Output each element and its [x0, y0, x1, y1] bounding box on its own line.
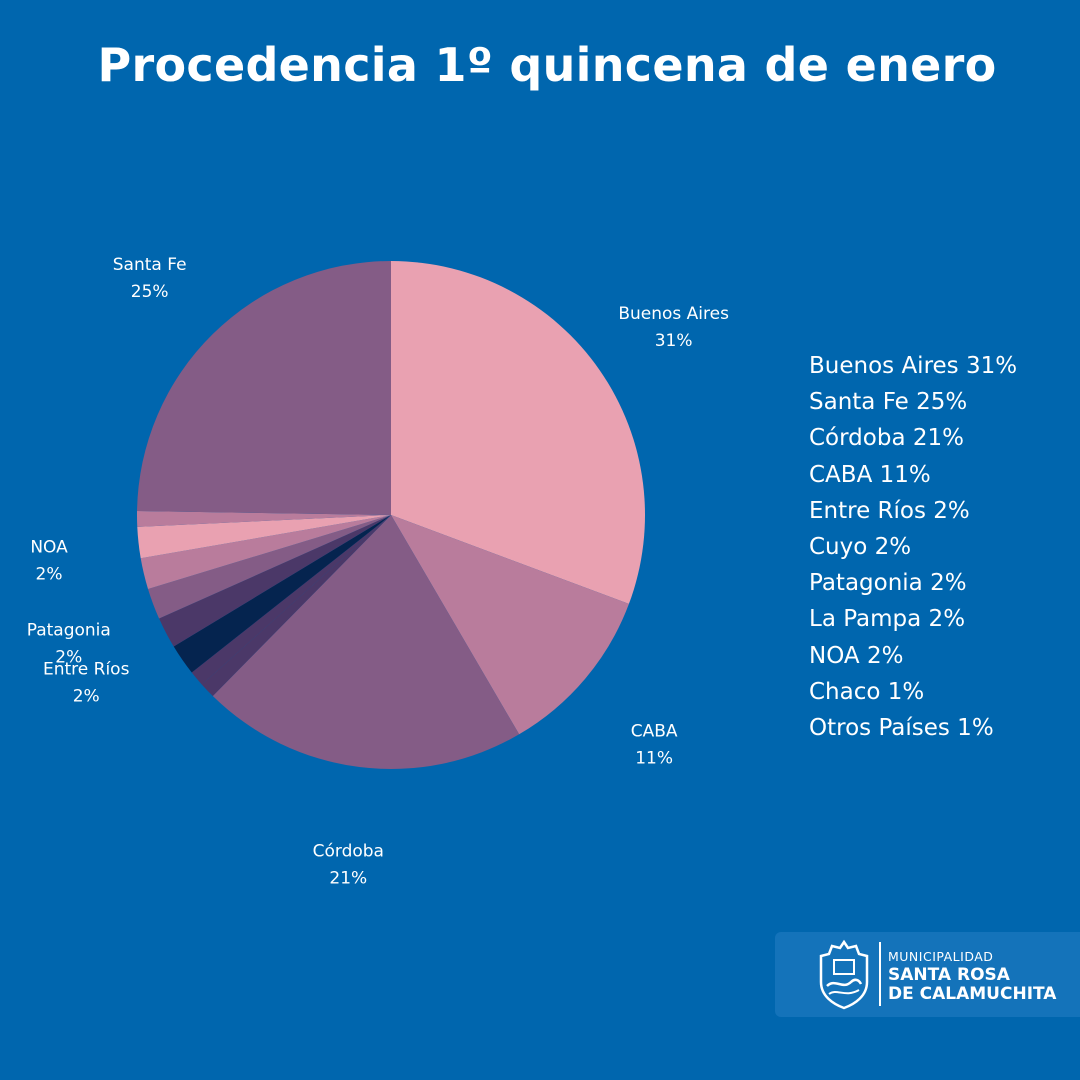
slice-label-name-noa: NOA: [30, 537, 68, 557]
legend-entry: Otros Países 1%: [809, 715, 994, 742]
coat-of-arms-icon: [819, 939, 869, 1010]
slice-label-value-entre-rios: 2%: [73, 687, 100, 707]
municipality-logo: MUNICIPALIDAD SANTA ROSA DE CALAMUCHITA: [775, 932, 1080, 1017]
slice-label-value-buenos-aires: 31%: [655, 331, 693, 351]
legend-entry: CABA 11%: [809, 461, 931, 488]
pie-slice-entre-rios: [159, 515, 391, 647]
chart-title: Procedencia 1º quincena de enero: [97, 38, 997, 92]
pie-slice-santa-fe: [137, 261, 391, 515]
legend-entry: Córdoba 21%: [809, 425, 964, 452]
legend-entry: Cuyo 2%: [809, 534, 912, 561]
legend: Buenos Aires 31% Santa Fe 25% Córdoba 21% C…: [809, 348, 1017, 746]
pie-slice-otros-paises: [201, 515, 391, 696]
slice-label-value-cordoba: 21%: [329, 868, 367, 888]
pie-slice-labels: Buenos Aires 31% CABA 11% Córdoba 21% Entre Rí…: [27, 255, 729, 888]
pie-slice-buenos-aires: [391, 261, 646, 604]
pie-slice-patagonia: [148, 515, 391, 619]
legend-entry: Buenos Aires 31%: [809, 353, 1018, 379]
pie-slice-cuyo: [173, 515, 391, 673]
pie-slice-chaco: [136, 511, 391, 527]
slice-label-name-caba: CABA: [631, 722, 678, 742]
legend-entry: Chaco 1%: [809, 678, 925, 705]
pie-slice-chaco: [191, 515, 391, 685]
legend-entry: NOA 2%: [809, 642, 904, 669]
logo-line-municipalidad: MUNICIPALIDAD: [888, 949, 994, 964]
legend-entry: La Pampa 2%: [809, 606, 966, 633]
logo-divider: [879, 942, 881, 1006]
pie-slice-cordoba: [212, 515, 520, 770]
slice-label-name-santa-fe: Santa Fe: [113, 255, 187, 275]
pie-slices: [136, 261, 646, 770]
logo-line-calamuchita: DE CALAMUCHITA: [888, 984, 1057, 1004]
slice-label-name-cordoba: Córdoba: [313, 841, 384, 861]
slice-label-value-patagonia: 2%: [55, 647, 82, 667]
slice-label-value-noa: 2%: [36, 564, 63, 584]
legend-entry: Santa Fe 25%: [809, 389, 968, 416]
logo-line-santa-rosa: SANTA ROSA: [888, 965, 1010, 985]
slice-label-name-entre-rios: Entre Ríos: [43, 660, 130, 680]
slice-label-name-patagonia: Patagonia: [27, 620, 111, 640]
slice-label-value-caba: 11%: [635, 749, 673, 769]
pie-slice-caba: [391, 515, 629, 735]
pie-slice-noa: [137, 515, 391, 559]
slice-label-name-buenos-aires: Buenos Aires: [618, 304, 729, 324]
slice-label-value-santa-fe: 25%: [131, 282, 169, 302]
legend-entry: Entre Ríos 2%: [809, 497, 970, 524]
legend-entry: Patagonia 2%: [809, 570, 967, 597]
pie-slice-la-pampa: [140, 515, 391, 589]
